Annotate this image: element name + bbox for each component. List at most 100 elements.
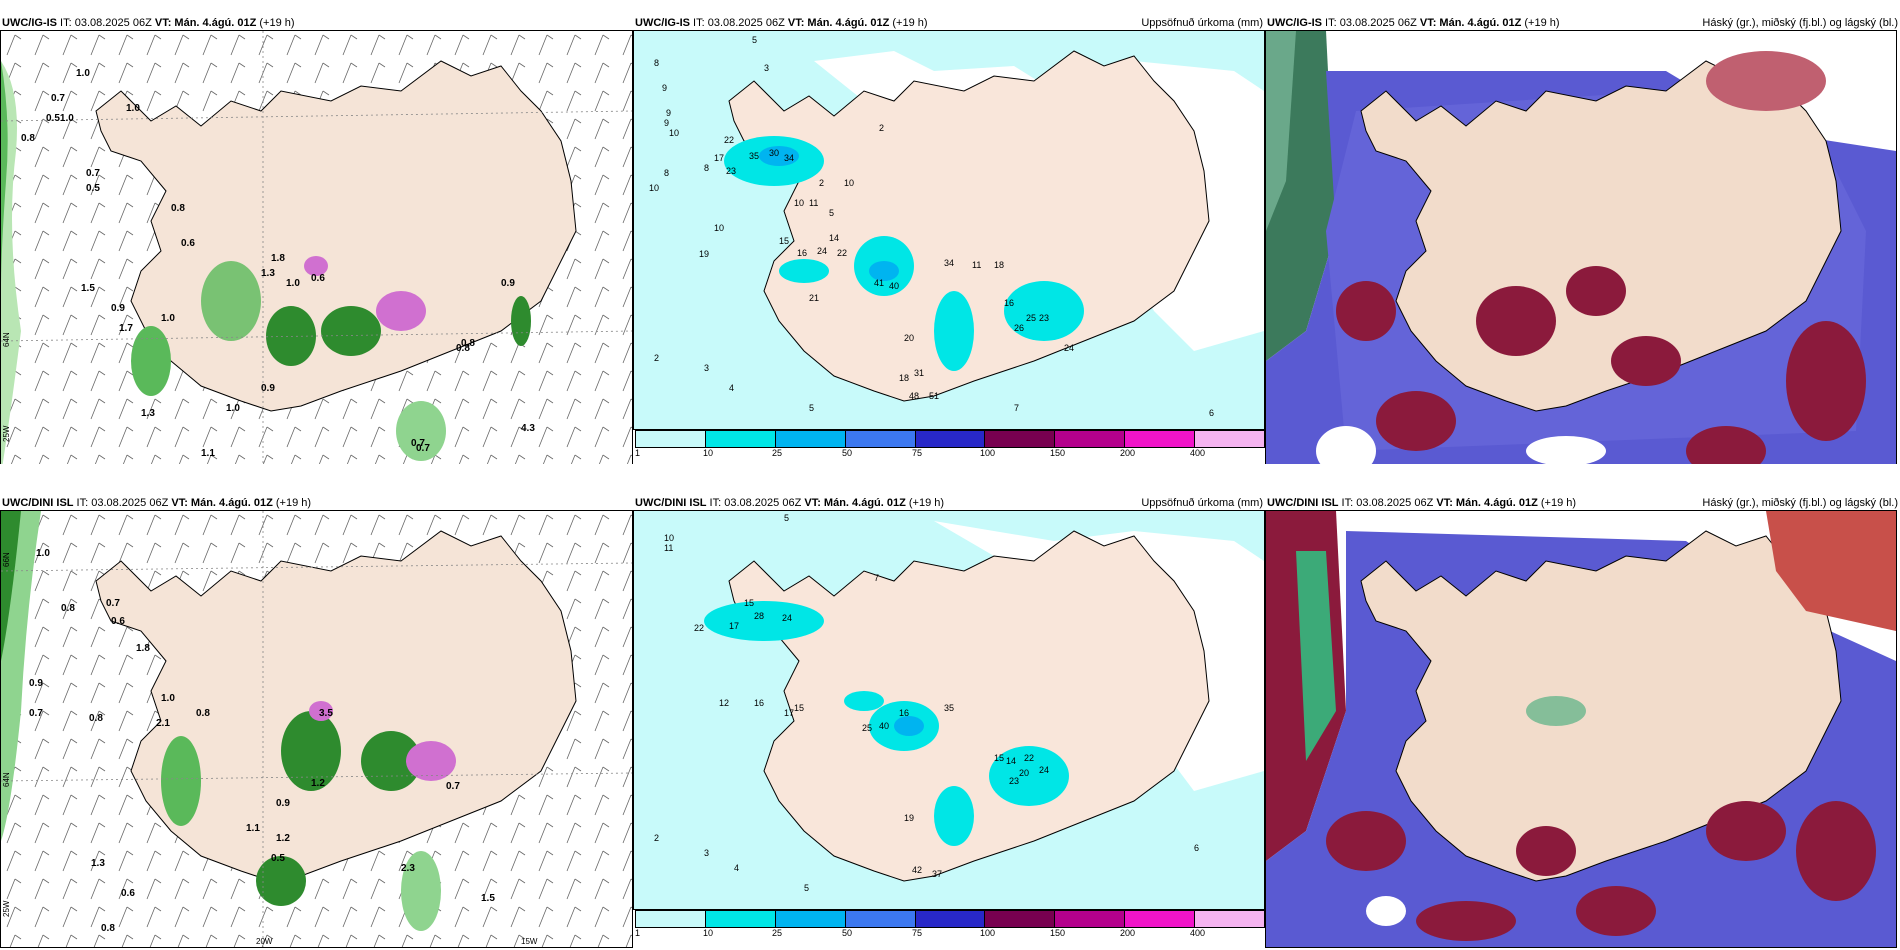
precip-label: 31 (914, 368, 924, 378)
wind-map: 1.0 0.8 0.7 0.6 1.8 0.9 0.7 0.8 2.1 1.0 … (0, 510, 633, 948)
precip-label: 2 (654, 353, 659, 363)
wind-label: 0.51.0 (46, 113, 74, 124)
iceland-land (1360, 530, 1842, 882)
colorbar-tick: 50 (842, 448, 853, 458)
precip-panel-top: UWC/IG-IS IT: 03.08.2025 06Z VT: Mán. 4.… (633, 14, 1265, 464)
wind-label: 1.1 (201, 448, 215, 459)
precip-label: 8 (654, 58, 659, 68)
colorbar-swatch (1195, 911, 1265, 927)
cloud-panel-top: UWC/IG-IS IT: 03.08.2025 06Z VT: Mán. 4.… (1265, 14, 1900, 464)
precip-label: 28 (754, 611, 764, 621)
colorbar-swatch (1195, 431, 1265, 447)
precip-label: 22 (724, 135, 734, 145)
colorbar-tick: 25 (772, 928, 783, 938)
colorbar-swatch (705, 911, 776, 927)
precip-label: 15 (779, 236, 789, 246)
wind-label: 0.7 (51, 93, 65, 104)
precip-label: 48 (909, 391, 919, 401)
colorbar (635, 430, 1265, 448)
precip-label: 37 (932, 869, 942, 879)
precip-map: 10 11 5 22 17 28 24 15 12 16 17 15 25 40… (633, 510, 1265, 910)
precip-label: 7 (1014, 403, 1019, 413)
wind-label: 0.9 (29, 678, 43, 689)
colorbar-swatch (636, 911, 706, 927)
colorbar-tick: 25 (772, 448, 783, 458)
precip-label: 17 (784, 708, 794, 718)
precip-label: 3 (704, 848, 709, 858)
wind-label: 0.8 (21, 133, 35, 144)
wind-map-svg: 1.0 0.8 0.7 0.6 1.8 0.9 0.7 0.8 2.1 1.0 … (1, 511, 632, 947)
cloud-panel-bottom: UWC/DINI ISL IT: 03.08.2025 06Z VT: Mán.… (1265, 494, 1900, 950)
precip-label: 2 (819, 178, 824, 188)
precip-label: 16 (1004, 298, 1014, 308)
precip-label: 18 (899, 373, 909, 383)
wind-label: 1.3 (261, 268, 275, 279)
wind-label: 2.3 (401, 863, 415, 874)
precip-label: 18 (994, 260, 1004, 270)
panel-header: UWC/IG-IS IT: 03.08.2025 06Z VT: Mán. 4.… (1267, 17, 1560, 29)
precip-label: 42 (912, 865, 922, 875)
iceland-land (728, 530, 1210, 882)
colorbar-tick: 150 (1050, 448, 1066, 458)
wind-map-svg: 1.0 0.7 0.51.0 0.8 1.0 0.5 0.7 0.8 0.6 1… (1, 31, 632, 464)
precip-label: 20 (1019, 768, 1029, 778)
precip-label: 40 (889, 281, 899, 291)
wind-label: 0.6 (181, 238, 195, 249)
colorbar-tick: 400 (1190, 448, 1206, 458)
precip-label: 17 (729, 621, 739, 631)
precip-label: 4 (734, 863, 739, 873)
precip-label: 2 (654, 833, 659, 843)
precip-label: 21 (809, 293, 819, 303)
precip-map: 8 9 10 5 3 10 8 10 2 9 8 9 22 17 35 30 3… (633, 30, 1265, 430)
wind-label: 1.7 (119, 323, 133, 334)
precip-label: 10 (844, 178, 854, 188)
panel-header: UWC/DINI ISL IT: 03.08.2025 06Z VT: Mán.… (1267, 497, 1577, 509)
lat-label: 66N (2, 552, 11, 567)
colorbar-labels: 1 10 25 50 75 100 150 200 400 (635, 448, 1263, 458)
wind-label: 0.8 (61, 603, 75, 614)
precip-label: 24 (782, 613, 792, 623)
precip-label: 41 (874, 278, 884, 288)
precip-label: 34 (784, 153, 794, 163)
wind-label: 0.7 (411, 438, 425, 449)
lon-label: 25W (2, 425, 11, 442)
precip-map-svg: 10 11 5 22 17 28 24 15 12 16 17 15 25 40… (634, 511, 1264, 909)
precip-label: 7 (874, 573, 879, 583)
panel-title: Háský (gr.), miðský (fj.bl.) og lágský (… (1702, 497, 1898, 509)
precip-label: 3 (704, 363, 709, 373)
colorbar-tick: 10 (703, 928, 714, 938)
wind-label: 1.8 (271, 253, 285, 264)
precip-label: 25 (1026, 313, 1036, 323)
wind-label: 1.0 (126, 103, 140, 114)
colorbar-tick: 400 (1190, 928, 1206, 938)
precip-map-svg: 8 9 10 5 3 10 8 10 2 9 8 9 22 17 35 30 3… (634, 31, 1264, 429)
precip-label: 15 (794, 703, 804, 713)
precip-label: 5 (809, 403, 814, 413)
precip-panel-bottom: UWC/DINI ISL IT: 03.08.2025 06Z VT: Mán.… (633, 494, 1265, 950)
colorbar-labels: 1 10 25 50 75 100 150 200 400 (635, 928, 1263, 938)
wind-label: 1.2 (311, 778, 325, 789)
colorbar-swatch (1125, 911, 1196, 927)
colorbar-swatch (705, 431, 776, 447)
wind-label: 0.9 (501, 278, 515, 289)
panel-title: Uppsöfnuð úrkoma (mm) (1141, 17, 1263, 29)
colorbar-swatch (985, 431, 1056, 447)
wind-label: 0.8 (196, 708, 210, 719)
colorbar-swatch (775, 911, 846, 927)
iceland-land (728, 50, 1210, 402)
precip-label: 23 (726, 166, 736, 176)
precip-label: 9 (666, 108, 671, 118)
colorbar-tick: 200 (1120, 928, 1136, 938)
precip-label: 24 (1039, 765, 1049, 775)
wind-label: 0.9 (111, 303, 125, 314)
precip-label: 30 (769, 148, 779, 158)
panel-header: UWC/DINI ISL IT: 03.08.2025 06Z VT: Mán.… (635, 497, 945, 509)
colorbar-tick: 75 (912, 928, 923, 938)
precip-label: 10 (714, 223, 724, 233)
precip-label: 22 (1024, 753, 1034, 763)
wind-label: 0.6 (311, 273, 325, 284)
lon-label: 20W (256, 937, 273, 946)
precip-label: 35 (944, 703, 954, 713)
colorbar-swatch (636, 431, 706, 447)
colorbar-swatch (1125, 431, 1196, 447)
